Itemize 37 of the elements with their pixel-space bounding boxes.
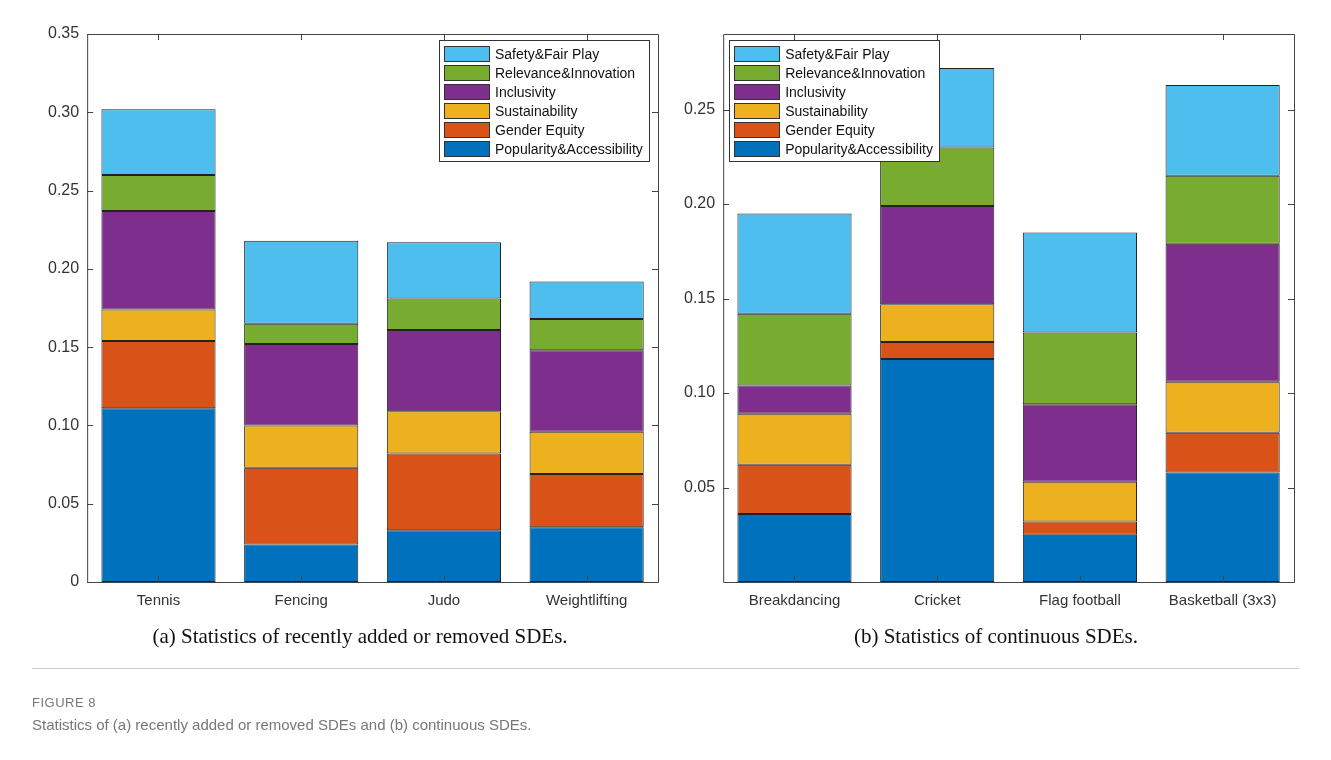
y-tick-label: 0.05 — [48, 494, 80, 512]
y-tick-label: 0.25 — [684, 99, 716, 117]
legend-label: Relevance&Innovation — [785, 64, 926, 81]
x-tick-label: Basketball (3x3) — [1168, 591, 1277, 609]
x-tick-label: Weightlifting — [545, 591, 628, 609]
y-tick-label: 0 — [70, 572, 80, 590]
text: (b) Statistics of continuous SDEs. — [852, 624, 1140, 649]
x-tick-label: Fencing — [274, 591, 328, 609]
legend-label: Gender Equity — [495, 121, 585, 138]
y-tick-label: 0.10 — [48, 415, 80, 433]
legend-label: Safety&Fair Play — [495, 45, 600, 62]
y-tick-label: 0.25 — [48, 180, 80, 198]
legend-label: Inclusivity — [495, 83, 556, 100]
legend-label: Gender Equity — [785, 121, 875, 138]
x-tick-label: Judo — [427, 591, 461, 609]
legend-label: Popularity&Accessibility — [495, 140, 643, 157]
legend-label: Inclusivity — [785, 83, 846, 100]
y-tick-label: 0.05 — [684, 477, 716, 495]
x-tick-label: Tennis — [136, 591, 181, 609]
x-tick-label: Flag football — [1039, 591, 1121, 609]
y-tick-label: 0.15 — [48, 337, 80, 355]
y-tick-label: 0.35 — [48, 24, 80, 42]
y-tick-label: 0.10 — [684, 383, 716, 401]
legend-label: Sustainability — [495, 102, 578, 119]
x-tick-label: Cricket — [913, 591, 962, 609]
legend-label: Relevance&Innovation — [495, 64, 636, 81]
caption: FIGURE 8 — [32, 695, 97, 710]
y-tick-label: 0.30 — [48, 102, 80, 120]
y-tick-label: 0.15 — [684, 288, 716, 306]
y-tick-label: 0.20 — [684, 194, 716, 212]
text: (a) Statistics of recently added or removed SDEs. — [151, 624, 569, 649]
text: Statistics of (a) recently added or removed SDEs and (b) continuous SDEs. — [32, 716, 533, 733]
legend-label: Sustainability — [785, 102, 868, 119]
legend-label: Popularity&Accessibility — [785, 140, 933, 157]
x-tick-label: Breakdancing — [748, 591, 841, 609]
legend-label: Safety&Fair Play — [785, 45, 890, 62]
y-tick-label: 0.20 — [48, 259, 80, 277]
